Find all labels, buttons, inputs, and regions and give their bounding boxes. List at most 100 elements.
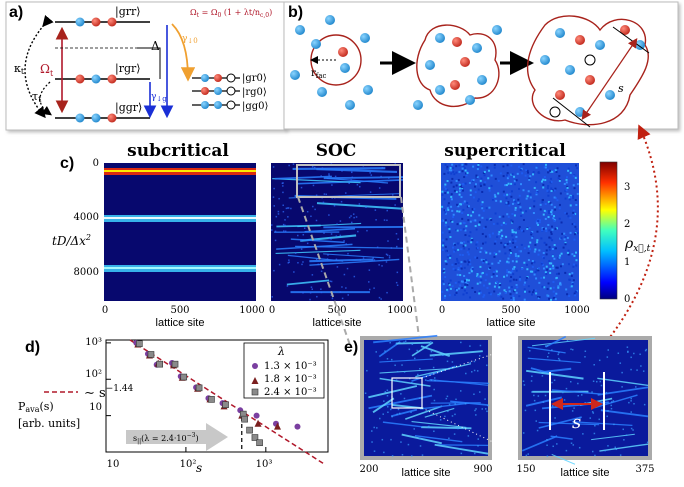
noise-pixel [488, 291, 491, 294]
noise-pixel [493, 285, 496, 288]
noise-pixel [494, 240, 497, 243]
noise-pixel [517, 201, 520, 204]
activity-speck [397, 408, 400, 411]
activity-speck [330, 294, 333, 297]
activity-speck [384, 391, 387, 393]
noise-pixel [455, 171, 458, 174]
noise-pixel [550, 231, 553, 234]
activity-speck [331, 297, 334, 300]
noise-pixel [509, 246, 512, 249]
noise-pixel [518, 295, 521, 298]
noise-pixel [544, 163, 547, 166]
noise-pixel [459, 185, 462, 188]
noise-pixel [560, 237, 563, 240]
activity-speck [627, 351, 629, 353]
noise-pixel [569, 231, 572, 234]
noise-pixel [453, 250, 456, 253]
noise-pixel [551, 239, 554, 242]
noise-pixel [563, 182, 566, 185]
noise-pixel [567, 215, 570, 218]
noise-pixel [499, 283, 502, 286]
noise-pixel [548, 297, 551, 300]
noise-pixel [484, 250, 487, 253]
noise-pixel [555, 272, 558, 275]
activity-speck [591, 391, 593, 393]
activity-speck [424, 379, 427, 381]
noise-pixel [488, 233, 491, 236]
noise-pixel [479, 179, 482, 182]
noise-pixel [465, 225, 468, 228]
d-xlabel: s [196, 461, 202, 475]
noise-pixel [554, 169, 557, 172]
noise-pixel [458, 269, 461, 272]
activity-speck [630, 397, 632, 400]
activity-speck [613, 423, 615, 426]
atom [472, 43, 482, 53]
activity-streak [434, 443, 489, 455]
noise-pixel [513, 179, 516, 182]
noise-pixel [514, 200, 517, 203]
activity-speck [378, 264, 380, 266]
noise-pixel [486, 286, 489, 289]
noise-pixel [488, 282, 491, 285]
atom [450, 80, 460, 90]
activity-speck [621, 386, 623, 388]
activity-speck [300, 248, 303, 250]
noise-pixel [568, 196, 571, 199]
noise-pixel [472, 211, 475, 214]
noise-pixel [451, 285, 454, 288]
d-ytick-10: 10 [89, 402, 102, 413]
noise-pixel [450, 193, 453, 196]
noise-pixel [521, 172, 524, 175]
noise-pixel [534, 248, 537, 251]
noise-pixel [542, 267, 545, 270]
noise-pixel [448, 227, 451, 230]
noise-pixel [460, 267, 463, 270]
activity-speck [311, 274, 314, 276]
noise-pixel [500, 229, 503, 232]
c-ytick-0: 0 [93, 158, 99, 169]
noise-pixel [470, 214, 473, 217]
activity-speck [271, 296, 273, 298]
activity-speck [294, 252, 297, 254]
noise-pixel [498, 286, 501, 289]
noise-pixel [537, 267, 540, 270]
noise-pixel [550, 210, 553, 213]
activity-speck [330, 238, 332, 240]
noise-pixel [451, 246, 454, 249]
noise-pixel [550, 187, 553, 190]
d-ytick-100: 10² [85, 369, 102, 380]
activity-speck [434, 379, 436, 382]
noise-pixel [520, 243, 523, 246]
noise-pixel [444, 219, 447, 222]
noise-pixel [498, 282, 501, 285]
noise-pixel [461, 254, 464, 257]
noise-pixel [481, 201, 484, 204]
activity-speck [274, 239, 277, 242]
activity-speck [433, 430, 435, 433]
noise-pixel [545, 227, 548, 230]
activity-speck [535, 420, 538, 422]
atom [477, 75, 487, 85]
activity-speck [433, 399, 436, 402]
atom [465, 95, 475, 105]
svg-text:1.3 × 10⁻³: 1.3 × 10⁻³ [264, 361, 317, 372]
activity-speck [396, 413, 398, 415]
noise-pixel [556, 167, 559, 170]
activity-speck [339, 234, 342, 237]
noise-pixel [513, 214, 516, 217]
noise-pixel [512, 199, 515, 202]
noise-pixel [482, 259, 485, 262]
activity-streak [411, 341, 434, 357]
noise-pixel [502, 297, 505, 300]
activity-speck [273, 269, 275, 272]
noise-pixel [477, 188, 480, 191]
noise-pixel [527, 252, 530, 255]
noise-pixel [441, 244, 444, 247]
activity-speck [471, 371, 473, 373]
noise-pixel [499, 259, 502, 262]
noise-pixel [482, 171, 485, 174]
data-point-circle [294, 423, 301, 430]
activity-speck [558, 359, 561, 361]
